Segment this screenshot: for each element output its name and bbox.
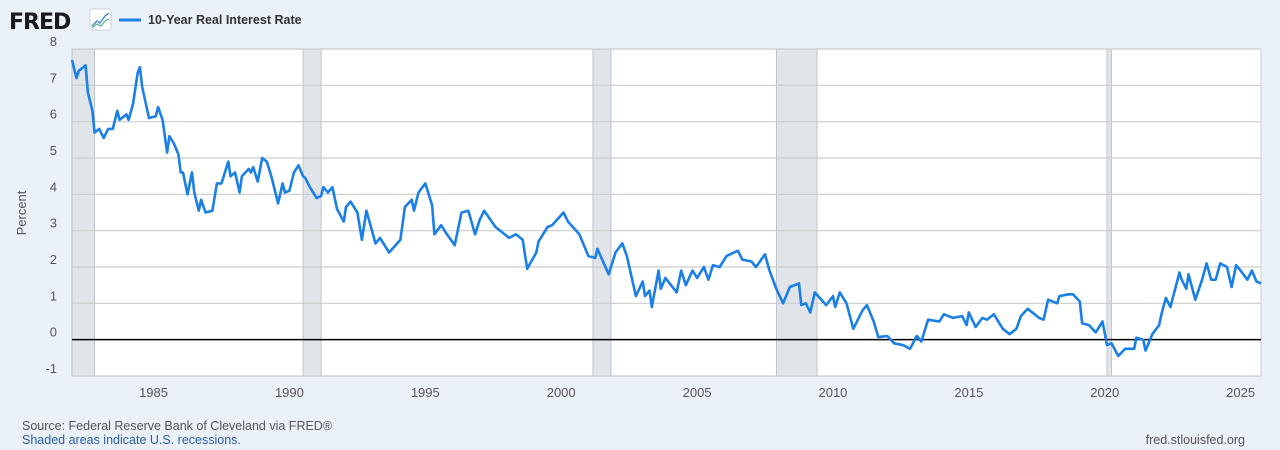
plot-area (71, 48, 1262, 377)
y-tick-label: 2 (50, 252, 57, 267)
grid-lines (72, 48, 1261, 377)
line-chart-icon[interactable] (89, 8, 112, 31)
source-note: Source: Federal Reserve Bank of Clevelan… (22, 419, 333, 433)
fred-site-link[interactable]: fred.stlouisfed.org (1146, 433, 1245, 447)
fred-logo[interactable]: FRED (9, 10, 72, 35)
y-tick-label: 3 (50, 216, 57, 231)
header: FRED 10-Year Real Interest Rate (9, 8, 302, 35)
y-axis-label: Percent (14, 190, 29, 235)
y-axis: 8 7 6 5 4 3 2 1 0 -1 (45, 34, 57, 376)
recession-band (1106, 48, 1112, 377)
recession-note[interactable]: Shaded areas indicate U.S. recessions. (22, 433, 241, 447)
recession-band (592, 48, 612, 377)
x-axis: 1985 1990 1995 2000 2005 2010 2015 2020 2025 (139, 385, 1255, 400)
y-tick-label: 6 (50, 107, 57, 122)
x-tick-label: 2010 (818, 385, 847, 400)
y-tick-label: 7 (50, 70, 57, 85)
x-tick-label: 1985 (139, 385, 168, 400)
x-tick-label: 2000 (547, 385, 576, 400)
x-tick-label: 1990 (275, 385, 304, 400)
y-tick-label: 4 (50, 179, 57, 194)
recession-band (775, 48, 818, 377)
legend-label[interactable]: 10-Year Real Interest Rate (148, 13, 302, 27)
recession-band (71, 48, 96, 377)
y-tick-label: 5 (50, 143, 57, 158)
recession-band (302, 48, 322, 377)
y-tick-label: 0 (50, 325, 57, 340)
x-tick-label: 2025 (1226, 385, 1255, 400)
x-tick-label: 2020 (1090, 385, 1119, 400)
series-line-10-year-real-interest-rate (70, 59, 1262, 358)
x-tick-label: 2015 (954, 385, 983, 400)
y-tick-label: -1 (45, 361, 57, 376)
y-tick-label: 1 (50, 288, 57, 303)
recession-shading (71, 48, 1112, 377)
x-tick-label: 2005 (683, 385, 712, 400)
x-tick-label: 1995 (411, 385, 440, 400)
y-tick-label: 8 (50, 34, 57, 49)
